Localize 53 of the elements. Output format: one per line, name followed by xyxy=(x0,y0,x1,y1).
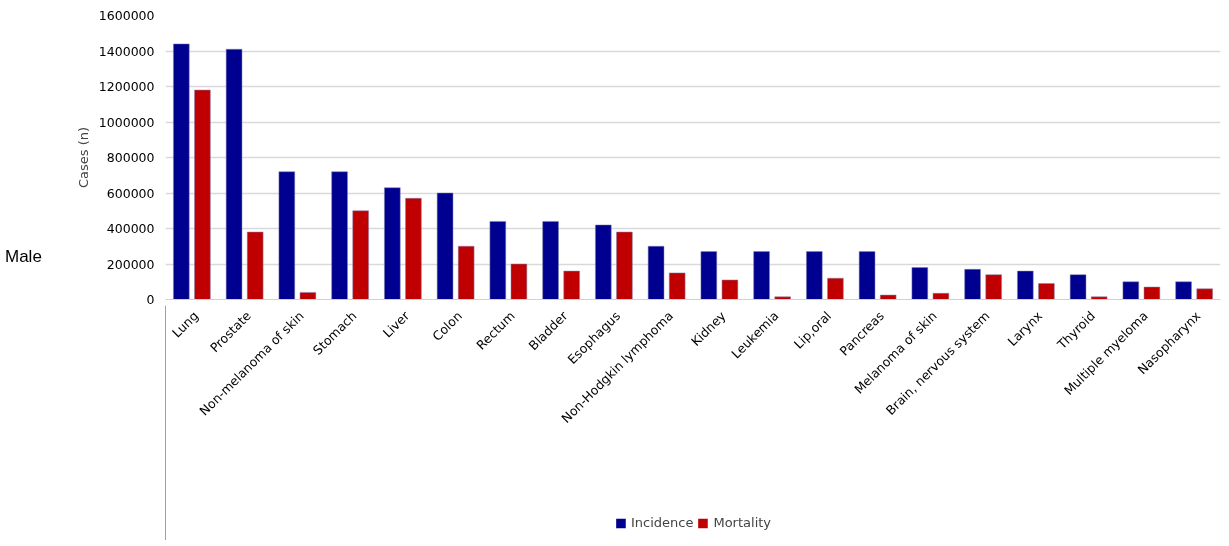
bar xyxy=(563,270,580,300)
text: Male xyxy=(5,246,42,268)
bar xyxy=(510,263,528,300)
bar xyxy=(595,224,612,300)
bar xyxy=(247,231,264,300)
y-tick-label: 800000 xyxy=(106,150,155,165)
bar xyxy=(458,246,475,300)
bar xyxy=(616,231,633,300)
bar xyxy=(858,251,876,300)
bar xyxy=(384,187,401,300)
bar xyxy=(542,221,559,300)
bar xyxy=(753,251,770,300)
bar xyxy=(1038,283,1055,300)
bar xyxy=(880,294,897,300)
y-tick-label: 200000 xyxy=(106,256,155,272)
bar xyxy=(669,272,686,300)
bar xyxy=(806,251,823,300)
bar xyxy=(647,246,665,300)
y-tick-label: 0 xyxy=(146,292,155,307)
bar xyxy=(985,274,1002,300)
bar xyxy=(721,279,739,300)
bar xyxy=(932,293,950,300)
bar xyxy=(911,267,928,300)
bar xyxy=(1143,286,1161,300)
bar xyxy=(405,198,422,300)
y-tick-label: 600000 xyxy=(106,185,155,201)
bar xyxy=(225,48,243,300)
y-axis-title: Cases (n) xyxy=(75,126,91,189)
bar xyxy=(194,89,211,300)
y-tick-label: 1000000 xyxy=(98,114,155,130)
y-tick-label: 1600000 xyxy=(98,8,155,23)
bar xyxy=(436,192,454,300)
y-tick-label: 1400000 xyxy=(98,43,155,59)
bar xyxy=(299,292,317,300)
bar xyxy=(1175,281,1192,300)
bar xyxy=(700,251,717,300)
y-tick-label: 400000 xyxy=(106,221,155,236)
bar xyxy=(1069,274,1087,300)
bar xyxy=(1017,270,1034,300)
bar xyxy=(173,43,190,300)
bar xyxy=(489,221,506,300)
bar xyxy=(1122,281,1139,300)
bar xyxy=(352,210,369,300)
y-tick-label: 1200000 xyxy=(98,79,155,94)
bar xyxy=(1091,296,1108,300)
bar xyxy=(964,269,981,300)
bar xyxy=(278,171,295,300)
bar xyxy=(331,171,348,300)
bar xyxy=(774,296,791,300)
bar xyxy=(827,277,844,300)
legend-label: Mortality xyxy=(713,515,772,530)
legend-label: Incidence xyxy=(630,515,694,530)
bar xyxy=(1196,288,1213,300)
